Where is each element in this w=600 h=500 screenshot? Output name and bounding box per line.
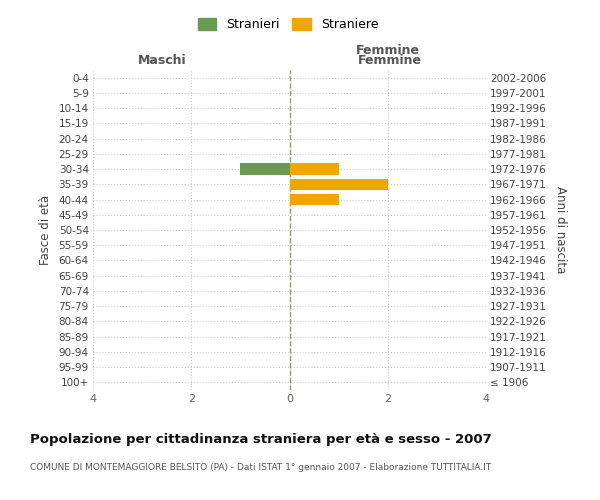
Bar — [290, 178, 388, 190]
Bar — [290, 164, 338, 175]
Y-axis label: Fasce di età: Fasce di età — [38, 195, 52, 265]
Bar — [241, 164, 290, 175]
Text: Femmine: Femmine — [358, 54, 422, 68]
Text: COMUNE DI MONTEMAGGIORE BELSITO (PA) - Dati ISTAT 1° gennaio 2007 - Elaborazione: COMUNE DI MONTEMAGGIORE BELSITO (PA) - D… — [30, 462, 491, 471]
Text: Maschi: Maschi — [137, 54, 187, 68]
Legend: Stranieri, Straniere: Stranieri, Straniere — [194, 14, 382, 35]
Bar — [290, 194, 338, 205]
Text: Popolazione per cittadinanza straniera per età e sesso - 2007: Popolazione per cittadinanza straniera p… — [30, 432, 492, 446]
Y-axis label: Anni di nascita: Anni di nascita — [554, 186, 567, 274]
Text: Femmine: Femmine — [356, 44, 420, 57]
